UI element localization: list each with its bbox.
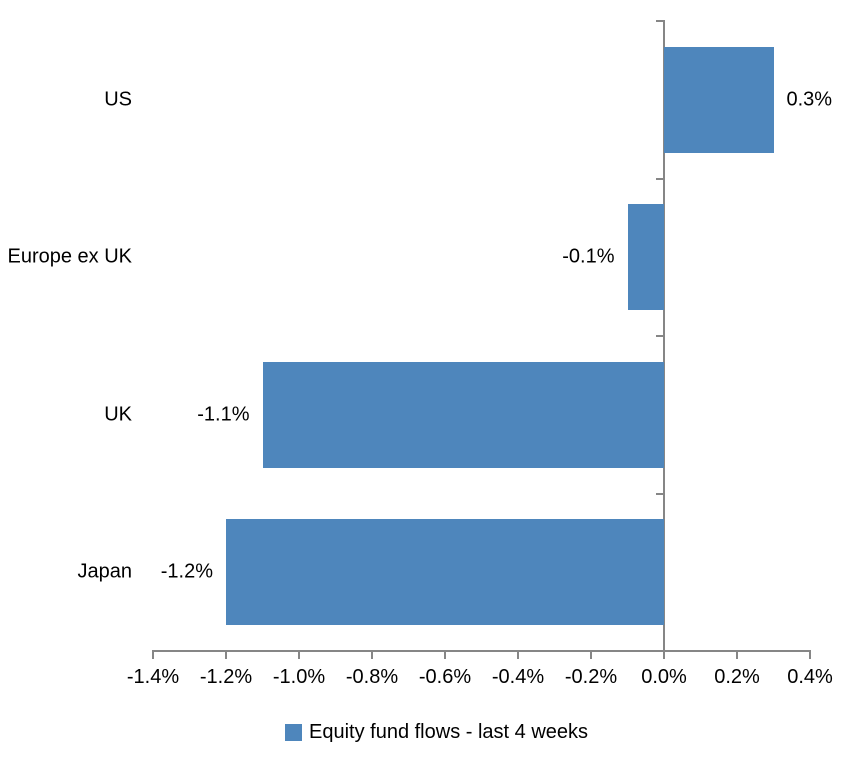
x-axis-tick-label: -0.4% (491, 666, 545, 688)
x-axis-tick-label: -1.4% (126, 666, 180, 688)
value-label-japan: -1.2% (160, 560, 213, 583)
y-axis-tick (656, 335, 665, 337)
bar-us (664, 46, 774, 153)
x-axis-tick (663, 650, 665, 659)
y-axis-line (663, 21, 665, 653)
y-axis-tick (656, 177, 665, 180)
x-axis-tick-label: -0.8% (345, 666, 399, 688)
value-label-us: 0.3% (786, 88, 833, 111)
x-axis-tick-label: 0.0% (641, 666, 687, 688)
legend: Equity fund flows - last 4 weeks (285, 721, 588, 744)
x-axis-line (152, 650, 811, 652)
x-axis-tick (298, 650, 300, 659)
x-axis-tick-label: -0.2% (564, 666, 618, 688)
bar-uk (262, 361, 664, 468)
category-label-europe-ex-uk: Europe ex UK (7, 245, 132, 268)
x-axis-tick-label: -1.0% (272, 666, 326, 688)
x-axis-tick (371, 650, 373, 659)
x-axis-tick-label: -1.2% (199, 666, 253, 688)
category-label-japan: Japan (77, 560, 133, 583)
x-axis-tick (590, 650, 592, 659)
x-axis-tick (517, 650, 519, 659)
x-axis-tick (225, 650, 227, 659)
x-axis-tick-label: 0.4% (787, 666, 833, 688)
y-axis-tick (656, 492, 665, 495)
bar-europe-ex-uk (627, 204, 664, 311)
x-axis-tick-label: 0.2% (714, 666, 760, 688)
y-axis-tick (656, 20, 665, 22)
legend-swatch-icon (285, 724, 302, 741)
category-label-uk: UK (104, 403, 132, 426)
x-axis-tick (809, 650, 811, 659)
x-axis-tick (152, 650, 154, 659)
bar-japan (226, 519, 664, 626)
x-axis-tick (736, 650, 738, 659)
value-label-europe-ex-uk: -0.1% (562, 245, 615, 268)
x-axis-tick (444, 650, 446, 659)
legend-label: Equity fund flows - last 4 weeks (309, 721, 589, 743)
x-axis-tick-label: -0.6% (418, 666, 472, 688)
category-label-us: US (104, 88, 132, 111)
value-label-uk: -1.1% (197, 403, 250, 426)
